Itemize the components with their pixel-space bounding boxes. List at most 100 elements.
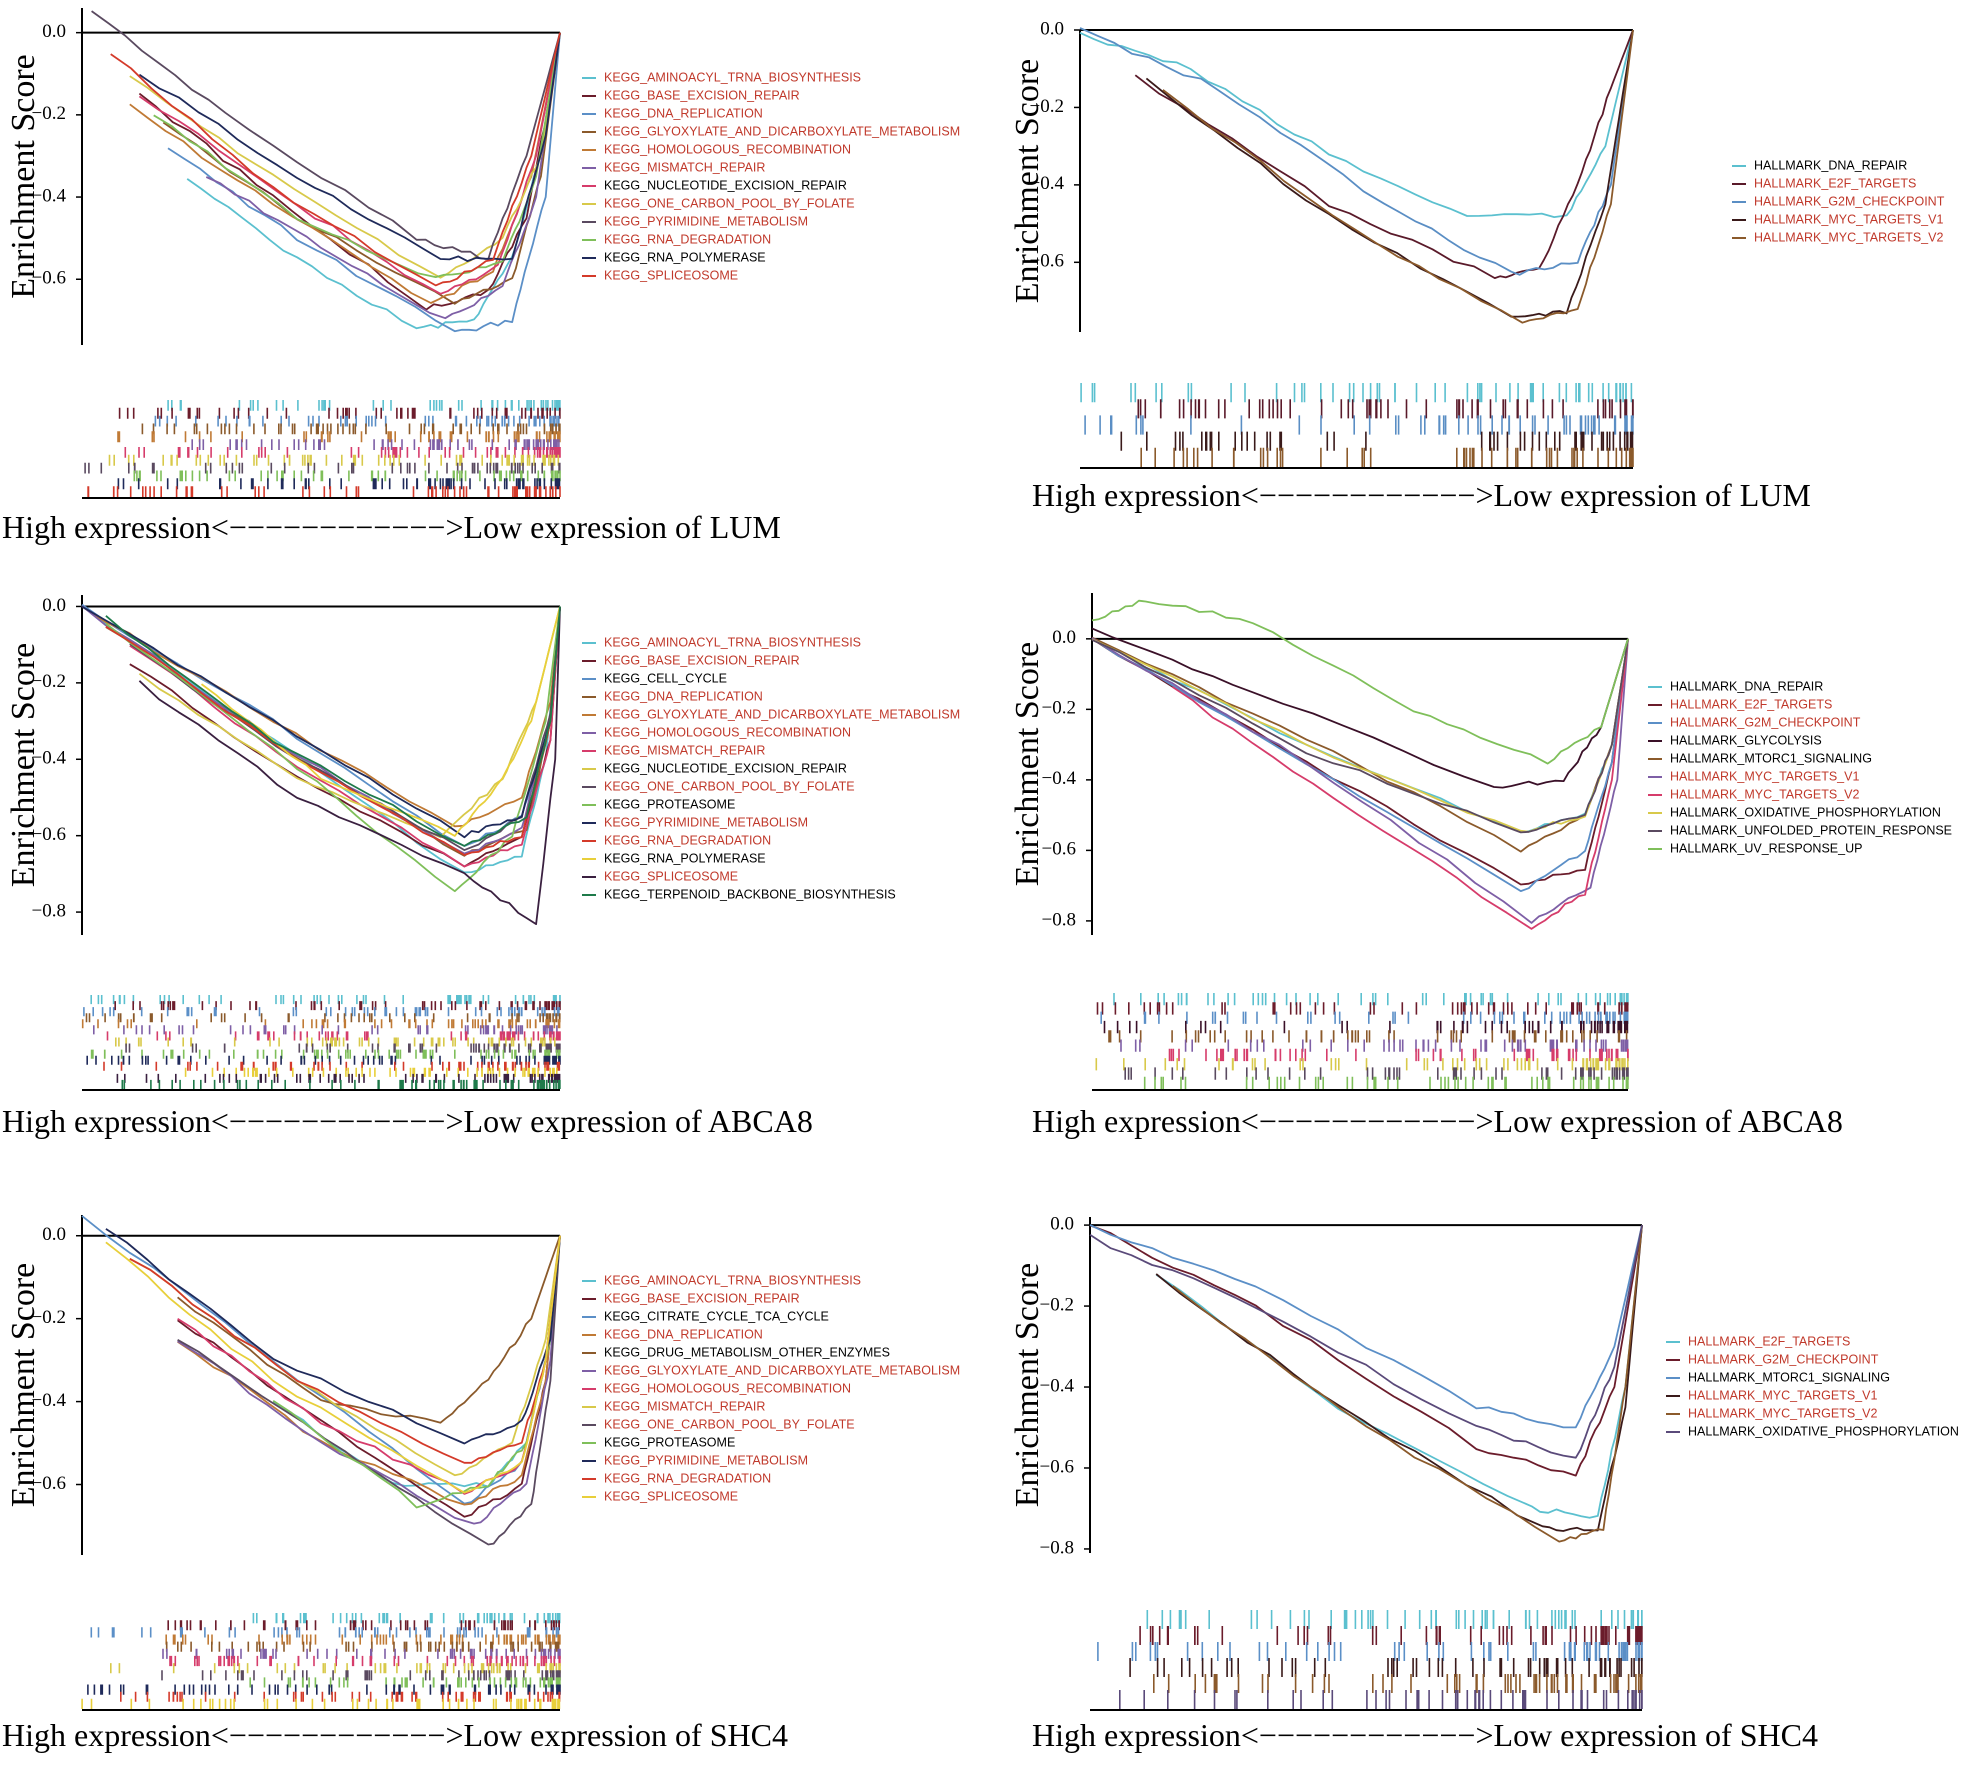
legend-label: KEGG_AMINOACYL_TRNA_BIOSYNTHESIS — [604, 1273, 861, 1287]
es-curve-hallmark-myc-targets-v2 — [1162, 29, 1634, 324]
y-tick-label: −0.2 — [32, 103, 66, 124]
y-tick-label: −0.8 — [1042, 909, 1076, 930]
legend-entry: KEGG_AMINOACYL_TRNA_BIOSYNTHESIS — [582, 70, 861, 84]
legend-entry: HALLMARK_UNFOLDED_PROTEIN_RESPONSE — [1648, 823, 1952, 837]
es-curve-kegg-dna-replication — [105, 606, 561, 857]
hit-ticks-kegg-dna-replication — [154, 415, 560, 427]
hit-ticks-hallmark-myc-targets-v2 — [1140, 447, 1634, 467]
es-curve-kegg-mismatch-repair — [129, 606, 561, 868]
legend-label: KEGG_NUCLEOTIDE_EXCISION_REPAIR — [604, 178, 847, 192]
y-axis-label: Enrichment Score — [5, 1263, 42, 1508]
legend-entry: HALLMARK_DNA_REPAIR — [1732, 158, 1907, 172]
legend-entry: KEGG_NUCLEOTIDE_EXCISION_REPAIR — [582, 761, 847, 775]
hit-barcode — [84, 400, 561, 497]
legend-label: KEGG_DNA_REPLICATION — [604, 1327, 763, 1341]
x-axis-caption: High expression<−−−−−−−−−−−−>Low express… — [1032, 477, 1811, 513]
hit-ticks-kegg-dna-replication — [165, 1634, 561, 1645]
hit-ticks-hallmark-dna-repair — [1080, 383, 1633, 403]
legend-label: KEGG_HOMOLOGOUS_RECOMBINATION — [604, 725, 851, 739]
es-curve-hallmark-myc-targets-v2 — [1172, 1225, 1643, 1543]
es-curve-kegg-dna-replication — [177, 1235, 561, 1506]
es-curve-kegg-base-excision-repair — [129, 606, 561, 868]
legend-label: HALLMARK_G2M_CHECKPOINT — [1670, 715, 1861, 729]
legend-entry: KEGG_PYRIMIDINE_METABOLISM — [582, 815, 808, 829]
y-tick-label: 0.0 — [1052, 627, 1076, 648]
hit-ticks-hallmark-glycolysis — [1103, 1020, 1629, 1034]
legend-label: KEGG_PROTEASOME — [604, 797, 735, 811]
legend-label: HALLMARK_E2F_TARGETS — [1670, 697, 1832, 711]
hit-ticks-kegg-homologous-recombination — [93, 1025, 558, 1035]
y-tick-label: −0.4 — [1030, 173, 1065, 194]
y-tick-label: −0.2 — [32, 671, 66, 692]
legend-entry: KEGG_PYRIMIDINE_METABOLISM — [582, 1453, 808, 1467]
hit-ticks-hallmark-myc-targets-v1 — [1129, 1658, 1643, 1677]
es-curve-kegg-spliceosome — [105, 1235, 561, 1494]
legend-label: KEGG_PYRIMIDINE_METABOLISM — [604, 214, 808, 228]
legend-entry: KEGG_MISMATCH_REPAIR — [582, 743, 765, 757]
es-curve-hallmark-myc-targets-v1 — [1155, 1225, 1643, 1532]
legend-entry: KEGG_BASE_EXCISION_REPAIR — [582, 653, 800, 667]
es-curve-kegg-spliceosome — [110, 32, 561, 287]
es-curve-kegg-glyoxylate-and-dicarboxylate-metabolism — [162, 32, 561, 305]
hit-ticks-hallmark-myc-targets-v2 — [1153, 1674, 1643, 1693]
hit-ticks-hallmark-unfolded-protein-response — [1124, 1067, 1629, 1080]
es-curve-kegg-pyrimidine-metabolism — [91, 10, 561, 260]
es-curve-kegg-mismatch-repair — [129, 1235, 561, 1477]
legend-label: KEGG_SPLICEOSOME — [604, 1489, 738, 1503]
legend-entry: KEGG_GLYOXYLATE_AND_DICARBOXYLATE_METABO… — [582, 124, 960, 138]
legend-label: KEGG_BASE_EXCISION_REPAIR — [604, 653, 800, 667]
y-tick-label: −0.6 — [1040, 1456, 1074, 1477]
legend-label: KEGG_AMINOACYL_TRNA_BIOSYNTHESIS — [604, 70, 861, 84]
legend-entry: KEGG_PROTEASOME — [582, 1435, 735, 1449]
y-tick-label: −0.4 — [32, 1390, 67, 1411]
es-curve-hallmark-e2f-targets — [1091, 637, 1629, 886]
hit-barcode — [1095, 993, 1629, 1089]
hit-barcode — [1080, 383, 1634, 467]
hit-ticks-hallmark-e2f-targets — [1096, 1002, 1629, 1015]
legend-entry: HALLMARK_DNA_REPAIR — [1648, 679, 1823, 693]
legend-label: KEGG_BASE_EXCISION_REPAIR — [604, 88, 800, 102]
hit-ticks-hallmark-g2m-checkpoint — [1084, 415, 1634, 435]
legend-entry: KEGG_RNA_DEGRADATION — [582, 1471, 771, 1485]
legend-entry: KEGG_DNA_REPLICATION — [582, 1327, 763, 1341]
es-curve-kegg-citrate-cycle-tca-cycle — [81, 1215, 561, 1505]
legend-label: KEGG_BASE_EXCISION_REPAIR — [604, 1291, 800, 1305]
legend-entry: KEGG_AMINOACYL_TRNA_BIOSYNTHESIS — [582, 635, 861, 649]
gsea-panel-kegg-abca8: Enrichment Score 0.0 −0.2 −0.4 −0.6 −0.8 KEGG_… — [2, 595, 960, 1139]
hit-ticks-kegg-mismatch-repair — [191, 439, 560, 450]
es-curve-kegg-rna-degradation — [105, 606, 561, 856]
y-tick-label: −0.2 — [32, 1307, 66, 1328]
legend-label: HALLMARK_E2F_TARGETS — [1688, 1334, 1850, 1348]
es-curve-hallmark-uv-response-up — [1091, 599, 1629, 765]
legend-entry: KEGG_HOMOLOGOUS_RECOMBINATION — [582, 725, 851, 739]
es-curve-hallmark-oxidative-phosphorylation — [1089, 1224, 1643, 1459]
y-tick-label: −0.6 — [32, 1473, 66, 1494]
legend-entry: KEGG_HOMOLOGOUS_RECOMBINATION — [582, 142, 851, 156]
hit-ticks-hallmark-e2f-targets — [1146, 1610, 1643, 1629]
y-tick-label: −0.6 — [1030, 251, 1064, 272]
gsea-panel-hallmark-lum: Enrichment Score 0.0 −0.2 −0.4 −0.6 HALLMARK_… — [1009, 18, 1945, 513]
y-tick-label: 0.0 — [42, 1224, 66, 1245]
legend-entry: HALLMARK_E2F_TARGETS — [1666, 1334, 1850, 1348]
legend-label: HALLMARK_MYC_TARGETS_V1 — [1670, 769, 1859, 783]
legend-label: KEGG_ONE_CARBON_POOL_BY_FOLATE — [604, 779, 855, 793]
x-axis-caption: High expression<−−−−−−−−−−−−>Low express… — [2, 509, 781, 545]
es-curve-hallmark-e2f-targets — [1134, 29, 1634, 279]
es-curve-kegg-dna-replication — [167, 32, 561, 333]
y-tick-label: −0.4 — [1040, 1375, 1075, 1396]
legend-label: HALLMARK_MTORC1_SIGNALING — [1688, 1370, 1890, 1384]
x-axis-caption: High expression<−−−−−−−−−−−−>Low express… — [2, 1103, 813, 1139]
hit-ticks-kegg-base-excision-repair — [114, 1001, 561, 1011]
hit-ticks-kegg-homologous-recombination — [169, 1655, 561, 1667]
legend-label: KEGG_ONE_CARBON_POOL_BY_FOLATE — [604, 1417, 855, 1431]
legend-label: KEGG_DNA_REPLICATION — [604, 106, 763, 120]
legend-label: KEGG_DRUG_METABOLISM_OTHER_ENZYMES — [604, 1345, 890, 1359]
y-tick-label: −0.8 — [32, 900, 66, 921]
legend-entry: KEGG_RNA_POLYMERASE — [582, 851, 766, 865]
hit-ticks-kegg-rna-degradation — [120, 1691, 561, 1702]
legend-entry: HALLMARK_MTORC1_SIGNALING — [1648, 751, 1872, 765]
legend-label: HALLMARK_UV_RESPONSE_UP — [1670, 841, 1862, 855]
es-curve-kegg-homologous-recombination — [177, 1235, 561, 1495]
hit-ticks-kegg-one-carbon-pool-by-folate — [108, 454, 560, 466]
